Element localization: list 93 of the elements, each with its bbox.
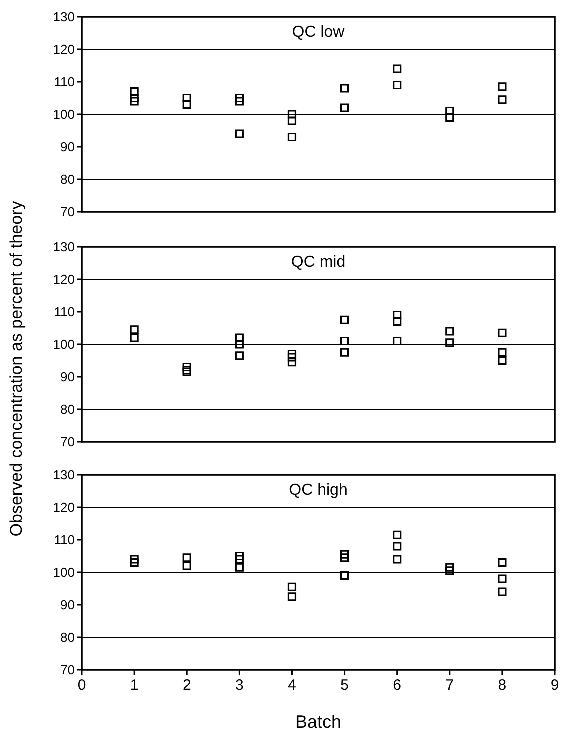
x-tick-label: 5 bbox=[340, 677, 349, 694]
point bbox=[393, 64, 402, 74]
x-tick-label: 7 bbox=[446, 677, 454, 694]
y-tick-label: 80 bbox=[60, 630, 75, 646]
point bbox=[446, 106, 454, 116]
y-axis-title: Observed concentration as percent of theory bbox=[7, 200, 26, 537]
point bbox=[498, 96, 507, 104]
point bbox=[340, 571, 350, 580]
x-tick-label: 3 bbox=[235, 677, 244, 694]
point bbox=[130, 326, 139, 334]
point bbox=[288, 132, 297, 142]
y-tick-label: 130 bbox=[53, 240, 75, 255]
point bbox=[130, 334, 139, 342]
point bbox=[498, 348, 507, 357]
x-tick-label: 1 bbox=[130, 677, 139, 694]
point bbox=[446, 338, 454, 348]
point bbox=[288, 350, 297, 359]
point bbox=[235, 97, 244, 106]
y-tick-label: 90 bbox=[60, 140, 75, 155]
chart-title: QC high bbox=[289, 482, 348, 499]
point bbox=[340, 84, 350, 93]
y-tick-label: 100 bbox=[53, 107, 75, 122]
y-tick-label: 70 bbox=[60, 434, 75, 450]
point bbox=[340, 554, 350, 562]
chart-title: QC mid bbox=[291, 254, 346, 271]
point bbox=[498, 588, 507, 596]
point bbox=[235, 352, 244, 360]
y-tick-label: 110 bbox=[54, 532, 75, 548]
point bbox=[340, 316, 350, 324]
point bbox=[340, 104, 350, 112]
point bbox=[235, 94, 244, 103]
point bbox=[498, 328, 507, 338]
y-tick-label: 70 bbox=[60, 204, 75, 220]
point bbox=[288, 358, 297, 367]
point bbox=[288, 592, 297, 602]
y-tick-label: 130 bbox=[53, 468, 75, 483]
point bbox=[446, 113, 454, 122]
point bbox=[340, 336, 350, 346]
x-tick-label: 0 bbox=[78, 677, 86, 694]
point bbox=[235, 563, 244, 572]
y-tick-label: 100 bbox=[53, 337, 75, 352]
point bbox=[235, 340, 244, 349]
point bbox=[446, 563, 454, 572]
point bbox=[235, 130, 244, 138]
point bbox=[393, 317, 402, 326]
y-tick-label: 110 bbox=[54, 74, 75, 90]
x-axis-title: Batch bbox=[295, 712, 342, 732]
y-tick-label: 70 bbox=[60, 662, 75, 678]
y-tick-label: 90 bbox=[60, 598, 75, 613]
point bbox=[498, 574, 507, 584]
point bbox=[235, 552, 244, 561]
x-tick-label: 4 bbox=[288, 677, 296, 694]
point bbox=[340, 348, 350, 357]
x-tick-label: 9 bbox=[550, 677, 560, 694]
point bbox=[235, 555, 244, 564]
y-tick-label: 80 bbox=[60, 172, 75, 188]
point bbox=[288, 116, 297, 126]
point bbox=[446, 566, 454, 576]
y-tick-label: 90 bbox=[60, 370, 75, 385]
point bbox=[130, 97, 139, 106]
point bbox=[498, 82, 507, 92]
point bbox=[393, 310, 402, 320]
x-tick-label: 8 bbox=[498, 677, 507, 694]
y-tick-label: 110 bbox=[54, 304, 75, 320]
point bbox=[340, 550, 350, 559]
point bbox=[130, 87, 139, 96]
point bbox=[182, 554, 192, 562]
chart-title: QC low bbox=[292, 24, 346, 41]
point bbox=[393, 80, 402, 90]
y-tick-label: 120 bbox=[53, 500, 75, 516]
point bbox=[393, 336, 402, 346]
point bbox=[393, 530, 402, 540]
y-tick-label: 120 bbox=[53, 42, 75, 58]
point bbox=[498, 558, 507, 568]
point bbox=[130, 555, 139, 564]
point bbox=[182, 562, 192, 570]
point bbox=[130, 558, 139, 568]
point bbox=[182, 362, 192, 372]
point bbox=[393, 542, 402, 551]
point bbox=[182, 100, 192, 110]
point bbox=[235, 334, 244, 342]
y-tick-label: 120 bbox=[53, 272, 75, 288]
point bbox=[446, 327, 454, 336]
point bbox=[393, 555, 402, 564]
x-tick-label: 2 bbox=[182, 677, 192, 694]
point bbox=[182, 94, 192, 103]
y-tick-label: 100 bbox=[53, 565, 75, 580]
y-tick-label: 80 bbox=[60, 402, 75, 418]
point bbox=[288, 110, 297, 119]
point bbox=[288, 582, 297, 592]
x-tick-label: 6 bbox=[393, 677, 402, 694]
y-tick-label: 130 bbox=[53, 10, 75, 25]
point bbox=[498, 356, 507, 366]
